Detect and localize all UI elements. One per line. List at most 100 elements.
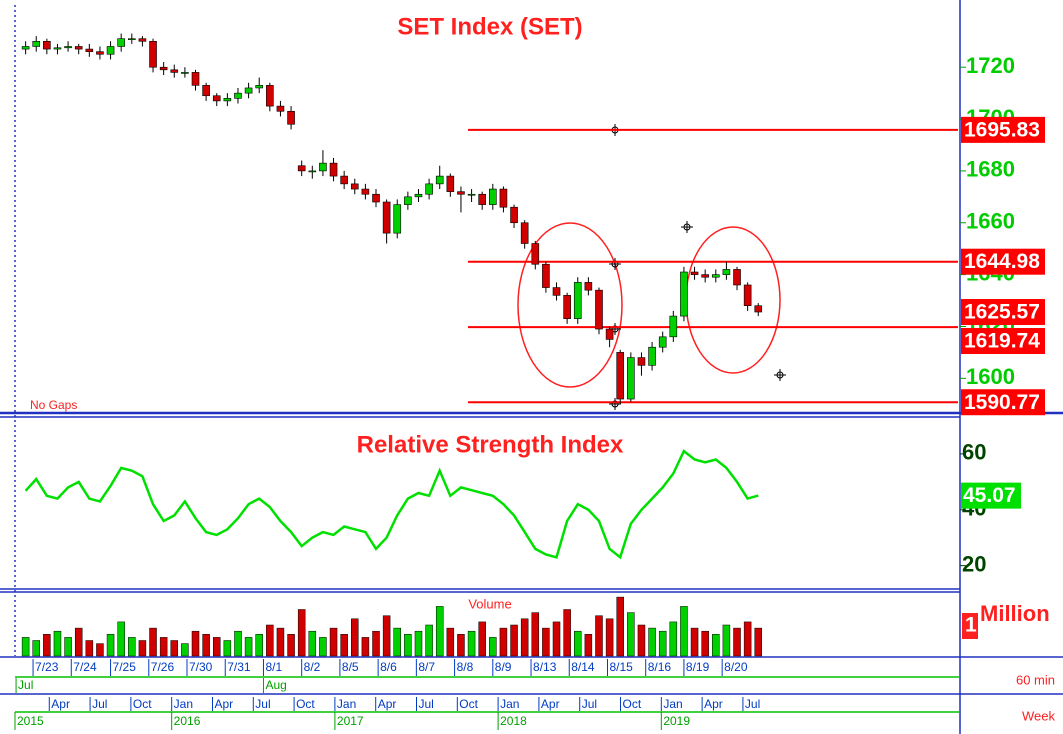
- volume-bar: [361, 637, 370, 657]
- volume-bar: [701, 630, 709, 657]
- volume-bar: [128, 637, 136, 657]
- candle-body: [212, 95, 221, 102]
- volume-bar: [414, 630, 423, 657]
- volume-bar: [584, 634, 593, 657]
- candle-body: [223, 98, 232, 102]
- candle-body: [276, 105, 285, 112]
- volume-bar: [202, 634, 210, 657]
- volume-bar: [297, 609, 306, 657]
- week-label: Week: [1022, 708, 1055, 723]
- candle-body: [287, 110, 295, 125]
- x-tick-label: 8/15: [609, 660, 633, 674]
- candle-body: [414, 193, 423, 198]
- volume-bar: [404, 634, 412, 657]
- x-tick-label: Jan: [663, 697, 682, 711]
- candle-body: [722, 269, 731, 275]
- volume-bar: [658, 630, 667, 657]
- volume-bar: [53, 630, 62, 657]
- candle-body: [563, 295, 571, 319]
- x-tick-label: Jan: [174, 697, 193, 711]
- volume-bar: [393, 627, 401, 657]
- x-tick-label: Jul: [92, 697, 107, 711]
- volume-bar: [117, 621, 125, 657]
- volume-bar: [510, 624, 518, 657]
- volume-bar: [478, 621, 486, 657]
- candle-body: [690, 271, 699, 275]
- candle-body: [21, 46, 30, 50]
- price-label-box: [961, 328, 1045, 355]
- x-tick-label: 8/2: [304, 660, 321, 674]
- volume-bar: [722, 624, 731, 657]
- volume-bar: [159, 637, 168, 657]
- y-tick-label: 1680: [966, 157, 1015, 182]
- volume-bar: [287, 634, 295, 657]
- x-tick-label: Apr: [378, 697, 397, 711]
- x-tick-label: 2018: [500, 714, 527, 728]
- volume-bar: [467, 630, 476, 657]
- candle-body: [595, 289, 603, 330]
- x-tick-label: 8/8: [457, 660, 474, 674]
- volume-bar: [520, 618, 529, 657]
- volume-bar: [43, 634, 51, 657]
- volume-bar: [574, 630, 582, 657]
- x-tick-label: Jan: [337, 697, 356, 711]
- candle-body: [446, 175, 455, 192]
- candle-body: [404, 196, 412, 205]
- candle-body: [531, 243, 540, 265]
- volume-bar: [457, 634, 465, 657]
- cursor-marker: [681, 221, 693, 233]
- volume-bar: [149, 627, 157, 657]
- candle-body: [457, 191, 465, 195]
- volume-bar: [563, 609, 571, 657]
- candle-body: [96, 51, 104, 55]
- candle-body: [467, 193, 476, 196]
- candle-body: [43, 40, 51, 50]
- price-label-box: [961, 299, 1045, 326]
- volume-bar: [552, 621, 561, 657]
- volume-bar: [74, 627, 83, 657]
- x-tick-label: Jul: [255, 697, 270, 711]
- volume-bar: [669, 621, 678, 657]
- rsi-title: Relative Strength Index: [357, 431, 624, 458]
- chart-title: SET Index (SET): [397, 13, 582, 40]
- volume-bar: [616, 596, 624, 657]
- x-tick-label: 2019: [663, 714, 690, 728]
- x-tick-label: 8/16: [648, 660, 672, 674]
- volume-bar: [64, 637, 72, 657]
- volume-bar: [712, 634, 720, 657]
- candle-body: [159, 66, 168, 71]
- price-label-box: [961, 116, 1045, 143]
- candle-body: [244, 87, 253, 94]
- price-label-box: [961, 389, 1045, 416]
- candle-body: [308, 170, 317, 173]
- candle-body: [170, 69, 179, 73]
- candle-body: [297, 165, 306, 172]
- price-label-box: [961, 248, 1045, 275]
- candle-body: [32, 40, 41, 47]
- volume-bar: [329, 627, 338, 657]
- candle-body: [191, 72, 200, 86]
- x-tick-label: 2017: [337, 714, 364, 728]
- x-tick-label: Jul: [582, 697, 597, 711]
- x-tick-label: Apr: [214, 697, 233, 711]
- volume-bar: [489, 637, 497, 657]
- candle-body: [701, 274, 709, 278]
- price-label: 1625.57: [964, 301, 1040, 324]
- price-label: 1590.77: [964, 391, 1040, 414]
- volume-title: Volume: [468, 596, 511, 611]
- price-label: 1644.98: [964, 250, 1040, 273]
- x-tick-label: 7/30: [189, 660, 213, 674]
- candle-body: [658, 336, 667, 348]
- x-tick-label: Oct: [296, 697, 315, 711]
- volume-bar: [181, 643, 189, 657]
- candle-body: [255, 85, 264, 89]
- y-tick-label: 1600: [966, 364, 1015, 389]
- candle-body: [138, 38, 147, 42]
- candle-body: [584, 282, 593, 291]
- volume-bar: [637, 624, 646, 657]
- candle-body: [361, 188, 370, 195]
- x-tick-label: 2016: [174, 714, 201, 728]
- candle-body: [319, 162, 327, 172]
- y-tick-label: 1660: [966, 209, 1015, 234]
